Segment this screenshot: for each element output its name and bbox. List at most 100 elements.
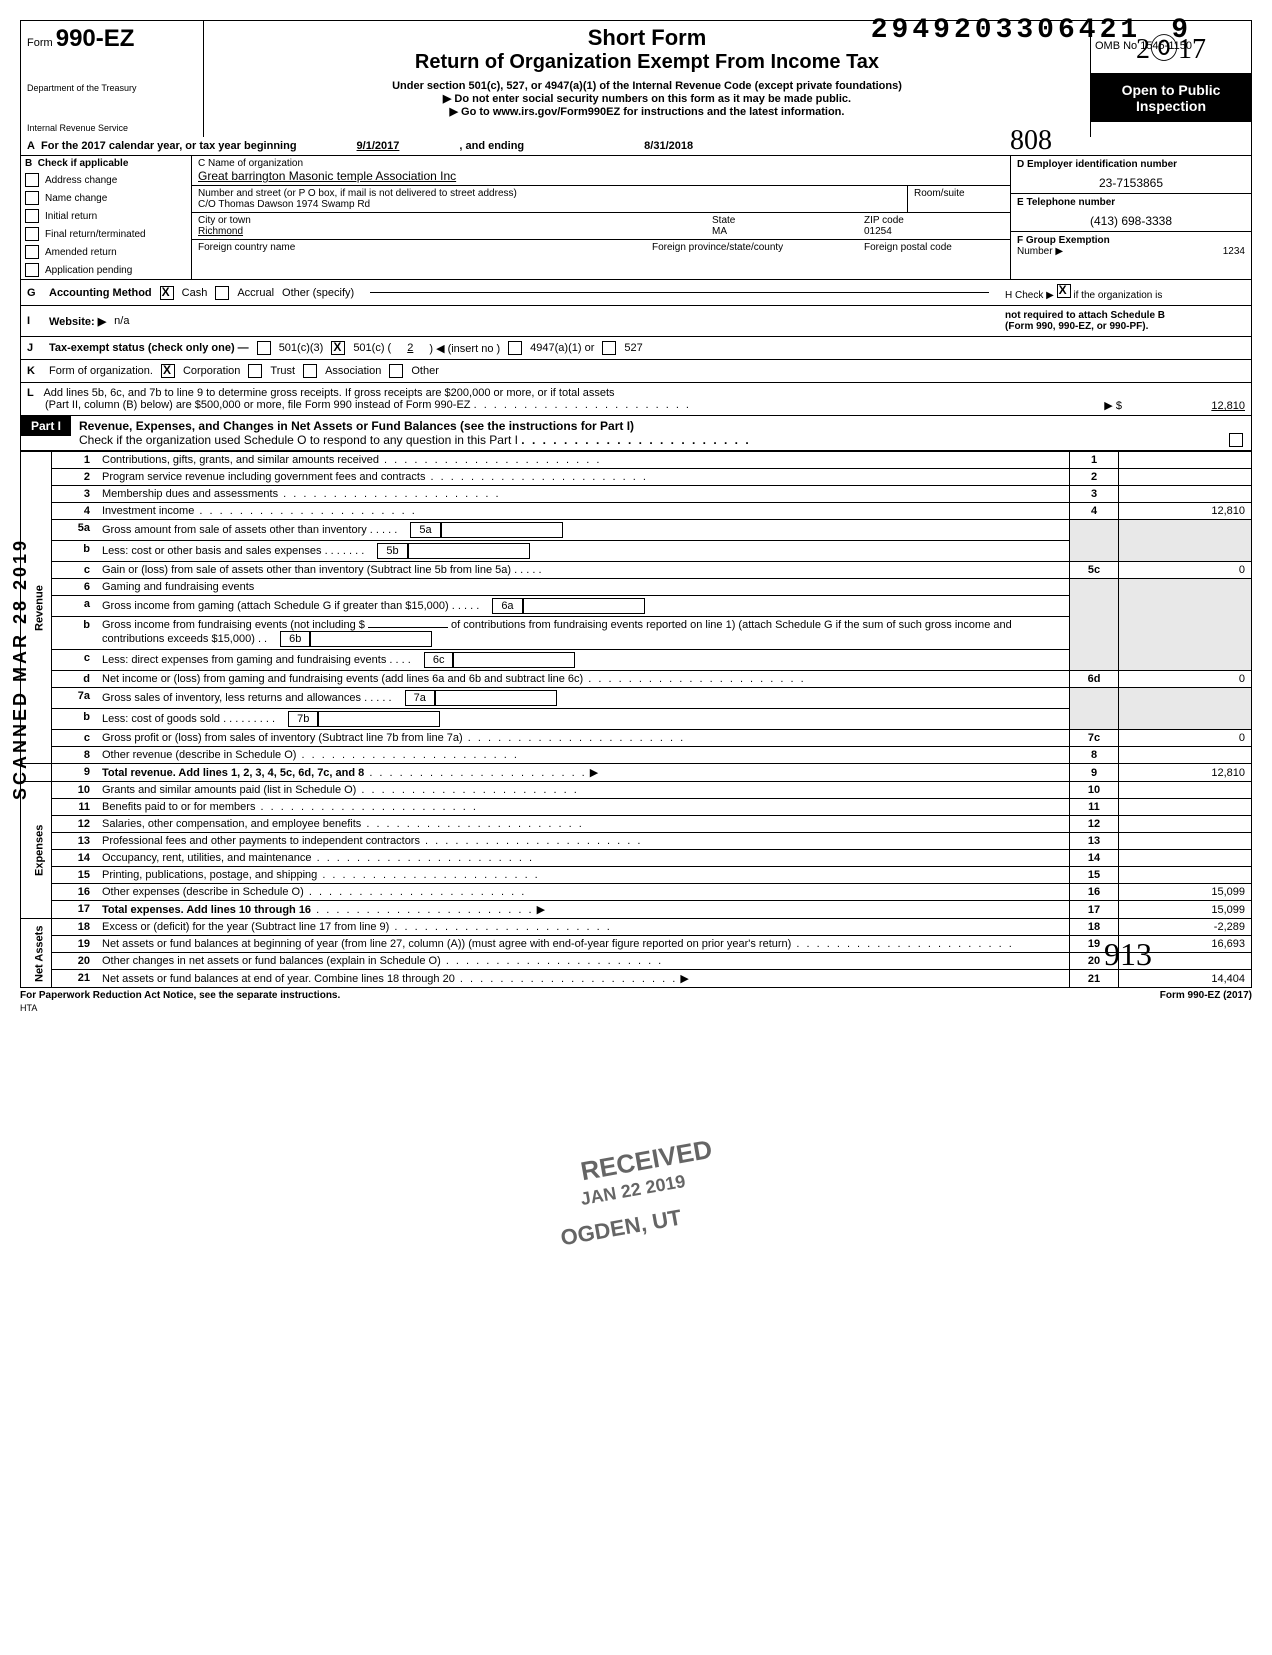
line-6b: bGross income from fundraising events (n… <box>21 617 1252 650</box>
dept-treasury: Department of the Treasury <box>27 83 197 93</box>
state-label: State <box>712 215 852 226</box>
check-501c3[interactable] <box>257 341 271 355</box>
website-value: n/a <box>114 315 129 327</box>
other-method-label: Other (specify) <box>282 287 354 299</box>
line-4: 4Investment income412,810 <box>21 503 1252 520</box>
ein-label: D Employer identification number <box>1017 159 1245 170</box>
check-amended-return[interactable]: Amended return <box>21 243 191 261</box>
label-j: J <box>27 342 41 354</box>
check-final-return[interactable]: Final return/terminated <box>21 225 191 243</box>
cash-label: Cash <box>182 287 208 299</box>
part-1-lines-table: Revenue 1Contributions, gifts, grants, a… <box>20 451 1252 988</box>
row-j-tax-exempt: J Tax-exempt status (check only one) — 5… <box>20 337 1252 360</box>
line-3: 3Membership dues and assessments3 <box>21 486 1252 503</box>
form-number: 990-EZ <box>56 25 135 52</box>
check-schedule-o[interactable] <box>1229 433 1243 447</box>
row-a-text1: For the 2017 calendar year, or tax year … <box>41 140 297 152</box>
line-7b: bLess: cost of goods sold . . . . . . . … <box>21 709 1252 730</box>
line-5c: cGain or (loss) from sale of assets othe… <box>21 562 1252 579</box>
header-sub2: Do not enter social security numbers on … <box>208 92 1086 105</box>
line-11: 11Benefits paid to or for members11 <box>21 799 1252 816</box>
label-l: L <box>27 387 41 399</box>
assoc-label: Association <box>325 365 381 377</box>
check-527[interactable] <box>602 341 616 355</box>
check-other-org[interactable] <box>389 364 403 378</box>
label-i: I <box>27 315 41 327</box>
open-to-public: Open to Public Inspection <box>1091 74 1251 122</box>
phone-label: E Telephone number <box>1017 197 1245 208</box>
line-21: 21Net assets or fund balances at end of … <box>21 970 1252 988</box>
row-i-website: I Website: ▶ n/a not required to attach … <box>20 306 1252 337</box>
check-corporation[interactable] <box>161 364 175 378</box>
check-4947[interactable] <box>508 341 522 355</box>
line-13: 13Professional fees and other payments t… <box>21 833 1252 850</box>
check-association[interactable] <box>303 364 317 378</box>
row-g-accounting: G Accounting Method Cash Accrual Other (… <box>20 280 1252 306</box>
trust-label: Trust <box>270 365 295 377</box>
opt-501c3: 501(c)(3) <box>279 342 324 354</box>
row-l-gross-receipts: L Add lines 5b, 6c, and 7b to line 9 to … <box>20 383 1252 416</box>
line-19: 19Net assets or fund balances at beginni… <box>21 936 1252 953</box>
check-application-pending[interactable]: Application pending <box>21 261 191 279</box>
label-a: A <box>27 140 41 152</box>
footer-paperwork: For Paperwork Reduction Act Notice, see … <box>20 990 340 1001</box>
stamp-ogden: OGDEN, UT <box>559 1205 684 1252</box>
label-k: K <box>27 365 41 377</box>
header-sub3: Go to www.irs.gov/Form990EZ for instruct… <box>208 105 1086 118</box>
sidebar-net-assets: Net Assets <box>21 919 52 988</box>
form-number-block: Form 990-EZ Department of the Treasury I… <box>21 21 204 137</box>
omb-number: OMB No 1545-1150 <box>1095 40 1192 52</box>
sidebar-expenses: Expenses <box>21 782 52 919</box>
line-7a: 7aGross sales of inventory, less returns… <box>21 688 1252 709</box>
opt-4947: 4947(a)(1) or <box>530 342 594 354</box>
org-name: Great barrington Masonic temple Associat… <box>198 169 1004 183</box>
row-l-text1: Add lines 5b, 6c, and 7b to line 9 to de… <box>43 387 614 399</box>
501c-insert-no: 2 <box>399 342 421 354</box>
row-l-text2: (Part II, column (B) below) are $500,000… <box>45 399 471 411</box>
opt-501c: 501(c) ( <box>353 342 391 354</box>
row-h-text3: not required to attach Schedule B <box>1005 310 1245 321</box>
check-initial-return[interactable]: Initial return <box>21 207 191 225</box>
line-5b: bLess: cost or other basis and sales exp… <box>21 541 1252 562</box>
line-6: 6Gaming and fundraising events <box>21 579 1252 596</box>
form-prefix: Form <box>27 37 53 49</box>
check-h[interactable] <box>1057 284 1071 298</box>
row-h-text2: if the organization is <box>1073 290 1162 301</box>
line-2: 2Program service revenue including gover… <box>21 469 1252 486</box>
check-address-change[interactable]: Address change <box>21 171 191 189</box>
col-b-header: Check if applicable <box>38 158 129 169</box>
org-zip: 01254 <box>864 226 1004 237</box>
footer-row: For Paperwork Reduction Act Notice, see … <box>20 988 1252 1003</box>
accrual-label: Accrual <box>237 287 274 299</box>
stamp-received: RECEIVED <box>578 1134 714 1188</box>
footer-hta: HTA <box>20 1003 1252 1013</box>
row-a-tax-year: A For the 2017 calendar year, or tax yea… <box>20 137 1252 156</box>
corp-label: Corporation <box>183 365 240 377</box>
footer-form-ref: Form 990-EZ (2017) <box>1160 990 1252 1001</box>
line-18: Net Assets18Excess or (deficit) for the … <box>21 919 1252 936</box>
check-trust[interactable] <box>248 364 262 378</box>
open-public-2: Inspection <box>1095 98 1247 114</box>
line-5a: 5aGross amount from sale of assets other… <box>21 520 1252 541</box>
check-name-change[interactable]: Name change <box>21 189 191 207</box>
return-title: Return of Organization Exempt From Incom… <box>208 51 1086 74</box>
foreign-country-label: Foreign country name <box>198 242 640 253</box>
check-accrual[interactable] <box>215 286 229 300</box>
col-c-org-info: C Name of organization Great barrington … <box>192 156 1010 279</box>
form-org-label: Form of organization. <box>49 365 153 377</box>
foreign-prov-label: Foreign province/state/county <box>652 242 852 253</box>
row-a-text2: , and ending <box>459 140 524 152</box>
line-6d: dNet income or (loss) from gaming and fu… <box>21 671 1252 688</box>
line-10: Expenses10Grants and similar amounts pai… <box>21 782 1252 799</box>
part-1-check-text: Check if the organization used Schedule … <box>79 433 518 447</box>
col-de: D Employer identification number 23-7153… <box>1010 156 1251 279</box>
tax-exempt-label: Tax-exempt status (check only one) — <box>49 342 249 354</box>
part-1-header: Part I Revenue, Expenses, and Changes in… <box>20 416 1252 451</box>
header-sub1: Under section 501(c), 527, or 4947(a)(1)… <box>208 80 1086 92</box>
room-label: Room/suite <box>914 188 1004 199</box>
line-15: 15Printing, publications, postage, and s… <box>21 867 1252 884</box>
line-1: Revenue 1Contributions, gifts, grants, a… <box>21 452 1252 469</box>
check-501c[interactable] <box>331 341 345 355</box>
line-16: 16Other expenses (describe in Schedule O… <box>21 884 1252 901</box>
check-cash[interactable] <box>160 286 174 300</box>
